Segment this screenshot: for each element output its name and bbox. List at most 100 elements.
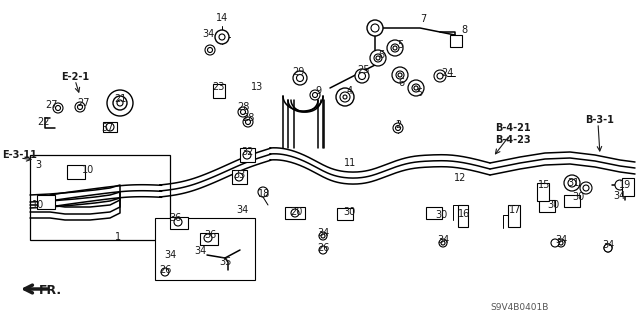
Text: 2: 2 xyxy=(395,120,401,130)
Text: 20: 20 xyxy=(290,207,302,217)
Circle shape xyxy=(367,20,383,36)
Circle shape xyxy=(396,71,404,79)
Circle shape xyxy=(291,209,299,217)
Text: 33: 33 xyxy=(233,170,245,180)
Circle shape xyxy=(246,120,250,124)
Text: 22: 22 xyxy=(36,117,49,127)
Circle shape xyxy=(106,123,114,131)
Circle shape xyxy=(161,268,169,276)
Circle shape xyxy=(374,54,382,62)
Text: 26: 26 xyxy=(317,243,329,253)
Text: 37: 37 xyxy=(102,123,114,133)
Text: 3: 3 xyxy=(35,160,41,170)
Text: 17: 17 xyxy=(509,205,521,215)
Text: 35: 35 xyxy=(219,257,231,267)
Circle shape xyxy=(564,175,580,191)
Bar xyxy=(508,205,520,227)
Circle shape xyxy=(174,218,182,226)
Circle shape xyxy=(205,45,215,55)
Bar xyxy=(537,183,549,201)
Text: 11: 11 xyxy=(344,158,356,168)
Bar xyxy=(458,205,468,227)
Circle shape xyxy=(340,92,350,102)
Circle shape xyxy=(310,90,320,100)
Bar xyxy=(103,122,117,132)
Circle shape xyxy=(604,244,612,252)
Circle shape xyxy=(370,50,386,66)
Circle shape xyxy=(393,46,397,50)
Circle shape xyxy=(219,34,225,40)
Circle shape xyxy=(387,40,403,56)
Text: 21: 21 xyxy=(114,94,126,104)
Circle shape xyxy=(393,123,403,133)
Circle shape xyxy=(398,73,402,77)
Text: 34: 34 xyxy=(613,191,625,201)
Text: B-4-23: B-4-23 xyxy=(495,135,531,145)
Circle shape xyxy=(557,239,565,247)
Circle shape xyxy=(396,125,401,130)
Text: 8: 8 xyxy=(461,25,467,35)
Circle shape xyxy=(583,185,589,191)
Bar xyxy=(539,200,555,212)
Text: 30: 30 xyxy=(435,210,447,220)
Circle shape xyxy=(371,24,379,32)
Text: 28: 28 xyxy=(242,113,254,123)
Circle shape xyxy=(615,180,625,190)
Text: 36: 36 xyxy=(204,230,216,240)
Circle shape xyxy=(580,182,592,194)
Text: 31: 31 xyxy=(567,178,579,188)
Circle shape xyxy=(215,30,229,44)
Text: 4: 4 xyxy=(347,86,353,96)
Circle shape xyxy=(258,187,268,197)
Circle shape xyxy=(376,56,380,60)
Circle shape xyxy=(437,73,443,79)
Text: E-3-11: E-3-11 xyxy=(3,150,37,160)
Text: 16: 16 xyxy=(458,209,470,219)
Text: 27: 27 xyxy=(77,98,90,108)
Circle shape xyxy=(559,241,563,245)
Text: FR.: FR. xyxy=(38,284,61,296)
Circle shape xyxy=(53,103,63,113)
Text: 34: 34 xyxy=(202,29,214,39)
Text: 34: 34 xyxy=(194,246,206,256)
Circle shape xyxy=(107,90,133,116)
Circle shape xyxy=(355,69,369,83)
Text: 23: 23 xyxy=(212,82,224,92)
Circle shape xyxy=(204,234,212,242)
Bar xyxy=(450,35,462,47)
Circle shape xyxy=(77,105,83,109)
Text: 10: 10 xyxy=(82,165,94,175)
Text: 10: 10 xyxy=(32,200,44,210)
Circle shape xyxy=(207,48,212,53)
Bar xyxy=(622,178,634,196)
Text: 5: 5 xyxy=(397,40,403,50)
Circle shape xyxy=(296,75,303,81)
Circle shape xyxy=(238,107,248,117)
Circle shape xyxy=(343,95,347,99)
Text: 34: 34 xyxy=(602,240,614,250)
Circle shape xyxy=(312,93,317,98)
Bar xyxy=(564,195,580,207)
Text: 7: 7 xyxy=(420,14,426,24)
Circle shape xyxy=(319,246,327,254)
Text: 30: 30 xyxy=(572,192,584,202)
Bar xyxy=(30,155,170,240)
Text: 19: 19 xyxy=(619,180,631,190)
Circle shape xyxy=(606,246,610,250)
Text: B-4-21: B-4-21 xyxy=(495,123,531,133)
Circle shape xyxy=(241,109,246,115)
Text: 34: 34 xyxy=(164,250,176,260)
Circle shape xyxy=(75,102,85,112)
Text: 34: 34 xyxy=(555,235,567,245)
Text: 27: 27 xyxy=(45,100,58,110)
Circle shape xyxy=(414,86,418,90)
Circle shape xyxy=(391,44,399,52)
Text: 26: 26 xyxy=(159,265,171,275)
Circle shape xyxy=(439,239,447,247)
Text: 25: 25 xyxy=(356,65,369,75)
Bar xyxy=(213,84,225,98)
Text: 5: 5 xyxy=(416,88,422,98)
Bar xyxy=(337,208,353,220)
Circle shape xyxy=(604,244,612,252)
Text: 15: 15 xyxy=(538,180,550,190)
